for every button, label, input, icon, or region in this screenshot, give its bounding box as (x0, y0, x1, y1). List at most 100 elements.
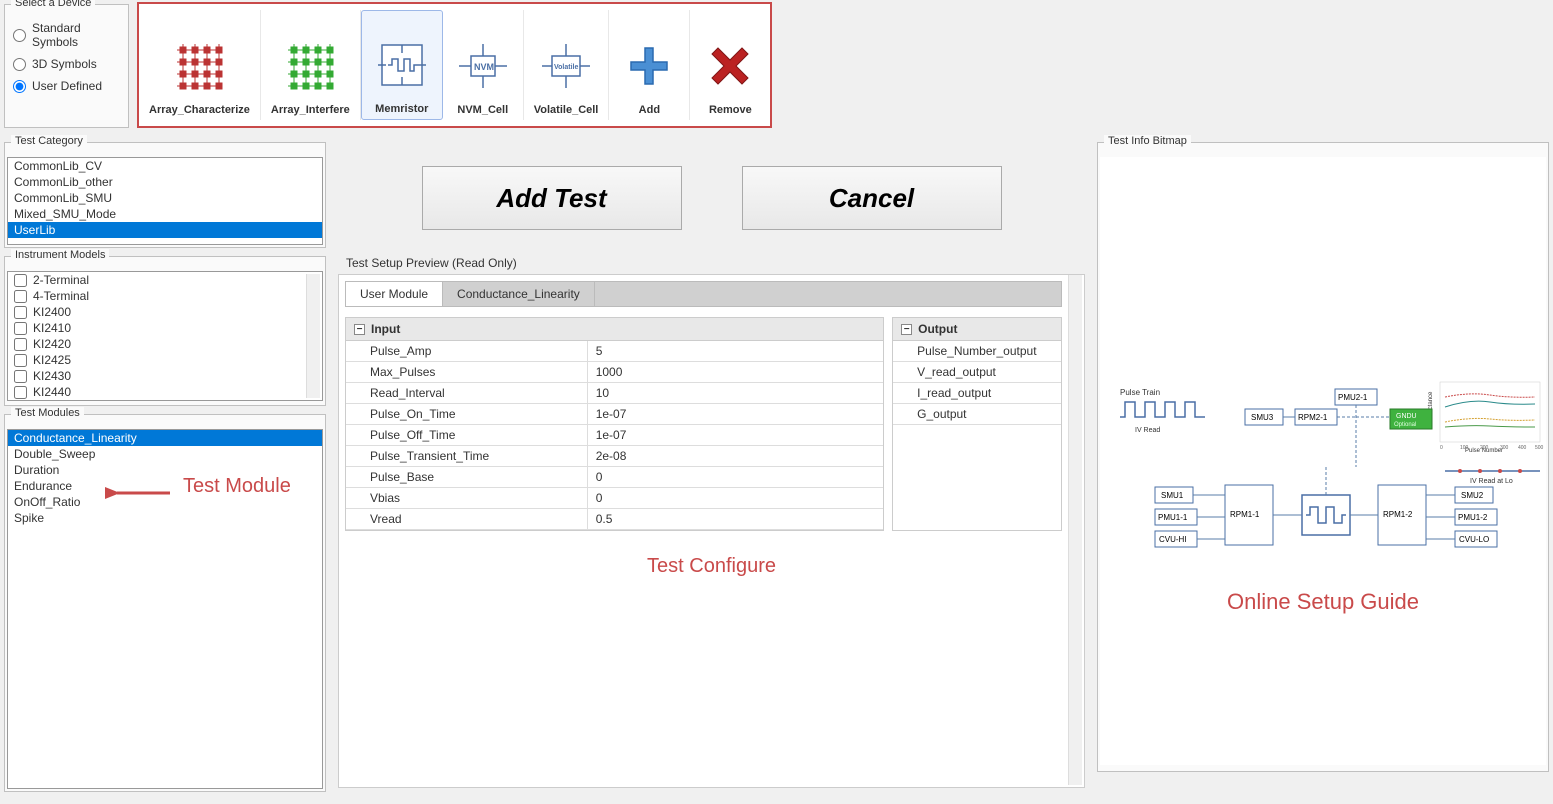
param-name: Vread (346, 509, 588, 529)
device-item-label: Array_Characterize (149, 104, 250, 116)
device-item-array_interfere[interactable]: Array_Interfere (261, 10, 361, 120)
radio-input[interactable] (13, 29, 26, 42)
scrollbar[interactable] (1068, 275, 1082, 785)
param-name: Pulse_Base (346, 467, 588, 487)
array_red-icon (169, 36, 229, 96)
test-category-list[interactable]: CommonLib_CVCommonLib_otherCommonLib_SMU… (7, 157, 323, 245)
device-item-nvm_cell[interactable]: NVMNVM_Cell (443, 10, 524, 120)
check-label: KI2400 (33, 305, 71, 319)
check-item[interactable]: KI2440 (8, 384, 322, 400)
collapse-icon[interactable]: − (901, 324, 912, 335)
checkbox-input[interactable] (14, 290, 27, 303)
arrow-icon (105, 483, 175, 503)
check-item[interactable]: 2-Terminal (8, 272, 322, 288)
collapse-icon[interactable]: − (354, 324, 365, 335)
param-name: Pulse_Transient_Time (346, 446, 588, 466)
list-item[interactable]: Double_Sweep (8, 446, 322, 462)
svg-text:SMU1: SMU1 (1161, 491, 1184, 500)
list-item[interactable]: UserLib (8, 222, 322, 238)
test-category-title: Test Category (11, 135, 87, 147)
checkbox-input[interactable] (14, 386, 27, 399)
tab-conductance-linearity[interactable]: Conductance_Linearity (443, 282, 595, 306)
list-item[interactable]: Mixed_SMU_Mode (8, 206, 322, 222)
device-item-memristor[interactable]: Memristor (361, 10, 443, 120)
check-item[interactable]: KI2430 (8, 368, 322, 384)
checkbox-input[interactable] (14, 306, 27, 319)
device-item-add[interactable]: Add (609, 10, 690, 120)
array_green-icon (280, 36, 340, 96)
checkbox-input[interactable] (14, 338, 27, 351)
radio-input[interactable] (13, 80, 26, 93)
radio-input[interactable] (13, 58, 26, 71)
param-name: Read_Interval (346, 383, 588, 403)
check-item[interactable]: KI2410 (8, 320, 322, 336)
svg-text:500: 500 (1535, 445, 1544, 451)
device-radio-user-defined[interactable]: User Defined (5, 75, 128, 97)
list-item[interactable]: CommonLib_CV (8, 158, 322, 174)
param-name: Pulse_Off_Time (346, 425, 588, 445)
output-name: Pulse_Number_output (893, 341, 1061, 361)
param-value: 1000 (588, 362, 883, 382)
list-item[interactable]: Spike (8, 510, 322, 526)
param-value: 0 (588, 488, 883, 508)
checkbox-input[interactable] (14, 370, 27, 383)
svg-text:Volatile: Volatile (554, 64, 578, 71)
device-item-remove[interactable]: Remove (690, 10, 770, 120)
svg-text:PMU2-1: PMU2-1 (1338, 393, 1368, 402)
output-header: Output (918, 322, 957, 336)
check-item[interactable]: KI2400 (8, 304, 322, 320)
tab-user-module[interactable]: User Module (346, 282, 443, 306)
bitmap-title: Test Info Bitmap (1104, 135, 1191, 147)
device-radio-3d-symbols[interactable]: 3D Symbols (5, 53, 128, 75)
list-item[interactable]: CommonLib_other (8, 174, 322, 190)
device-item-label: Volatile_Cell (534, 104, 599, 116)
volatile-icon: Volatile (536, 36, 596, 96)
list-item[interactable]: CommonLib_SMU (8, 190, 322, 206)
device-toolbar: Array_Characterize Array_Interfere Memrist… (137, 2, 772, 128)
instrument-models-list[interactable]: 2-Terminal4-TerminalKI2400KI2410KI2420KI… (7, 271, 323, 401)
test-modules-title: Test Modules (11, 407, 84, 419)
device-item-label: Add (639, 104, 660, 116)
svg-text:CVU-LO: CVU-LO (1459, 535, 1489, 544)
input-row: Read_Interval10 (346, 383, 883, 404)
device-radio-standard-symbols[interactable]: Standard Symbols (5, 17, 128, 53)
add-test-button[interactable]: Add Test (422, 166, 682, 230)
setup-guide-annotation: Online Setup Guide (1100, 589, 1546, 615)
check-item[interactable]: 4-Terminal (8, 288, 322, 304)
checkbox-input[interactable] (14, 354, 27, 367)
checkbox-input[interactable] (14, 274, 27, 287)
cancel-button[interactable]: Cancel (742, 166, 1002, 230)
output-row: I_read_output (893, 383, 1061, 404)
device-select-title: Select a Device (11, 0, 95, 9)
input-row: Pulse_Base0 (346, 467, 883, 488)
device-item-volatile_cell[interactable]: Volatile Volatile_Cell (524, 10, 610, 120)
output-row: V_read_output (893, 362, 1061, 383)
svg-text:SMU2: SMU2 (1461, 491, 1484, 500)
checkbox-input[interactable] (14, 322, 27, 335)
check-item[interactable]: KI2425 (8, 352, 322, 368)
check-label: 4-Terminal (33, 289, 89, 303)
svg-text:RPM1-2: RPM1-2 (1383, 510, 1413, 519)
list-item[interactable]: Conductance_Linearity (8, 430, 322, 446)
memristor-icon (372, 35, 432, 95)
device-item-label: Array_Interfere (271, 104, 350, 116)
check-item[interactable]: KI2420 (8, 336, 322, 352)
preview-box: User ModuleConductance_Linearity −Input … (338, 274, 1085, 788)
plus-icon (619, 36, 679, 96)
output-grid: −Output Pulse_Number_outputV_read_output… (892, 317, 1062, 531)
device-item-array_characterize[interactable]: Array_Characterize (139, 10, 261, 120)
scrollbar[interactable] (306, 274, 320, 398)
check-label: KI2425 (33, 353, 71, 367)
output-name: G_output (893, 404, 1061, 424)
test-module-annotation: Test Module (183, 475, 291, 498)
cross-icon (700, 36, 760, 96)
param-value: 0.5 (588, 509, 883, 529)
input-row: Pulse_Amp5 (346, 341, 883, 362)
param-value: 2e-08 (588, 446, 883, 466)
svg-text:Optional: Optional (1394, 422, 1416, 428)
input-row: Vbias0 (346, 488, 883, 509)
param-name: Pulse_Amp (346, 341, 588, 361)
radio-label: 3D Symbols (32, 57, 97, 71)
output-name: V_read_output (893, 362, 1061, 382)
check-label: KI2410 (33, 321, 71, 335)
